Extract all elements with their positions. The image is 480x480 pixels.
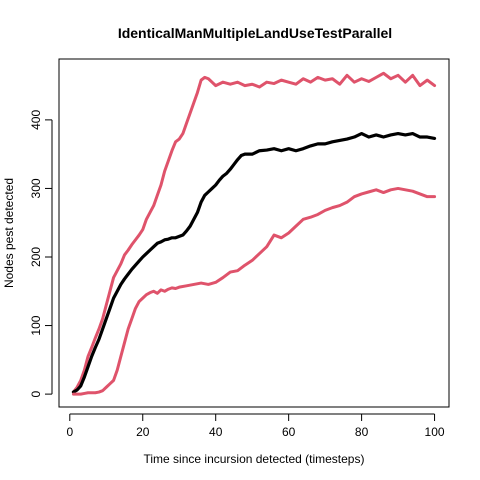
y-axis: 0 100 200 300 400 bbox=[29, 110, 53, 397]
x-axis: 0 20 40 60 80 100 bbox=[66, 413, 445, 439]
series-line-mean bbox=[71, 131, 437, 394]
x-tick-label: 0 bbox=[66, 425, 73, 439]
y-tick-label: 300 bbox=[29, 178, 43, 198]
x-tick-label: 40 bbox=[209, 425, 223, 439]
x-tick-label: 80 bbox=[355, 425, 369, 439]
series-line-upper bbox=[71, 71, 437, 394]
y-tick-label: 400 bbox=[29, 110, 43, 130]
y-axis-label: Nodes pest detected bbox=[2, 178, 16, 288]
y-tick-label: 100 bbox=[29, 315, 43, 335]
x-tick-label: 100 bbox=[425, 425, 445, 439]
y-tick-label: 0 bbox=[29, 390, 43, 397]
chart-title: IdenticalManMultipleLandUseTestParallel bbox=[118, 25, 392, 41]
x-axis-label: Time since incursion detected (timesteps… bbox=[144, 452, 365, 466]
plot-box bbox=[58, 58, 450, 408]
series-line-lower bbox=[71, 186, 437, 396]
x-tick-label: 20 bbox=[136, 425, 150, 439]
x-tick-label: 60 bbox=[282, 425, 296, 439]
series-layer bbox=[71, 71, 437, 396]
y-tick-label: 200 bbox=[29, 247, 43, 267]
